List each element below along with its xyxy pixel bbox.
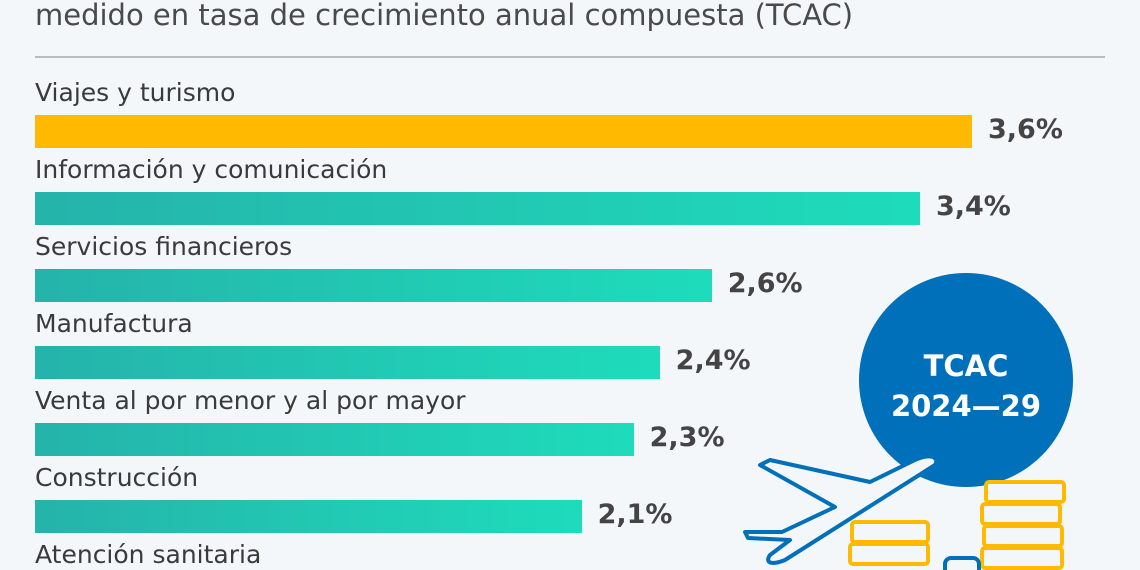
value-label: 2,1%	[597, 499, 673, 530]
bar	[35, 500, 582, 533]
smartphone-icon	[943, 556, 981, 570]
value-label: 3,4%	[935, 191, 1011, 222]
bar	[35, 346, 660, 379]
value-label: 2,6%	[727, 268, 803, 299]
bar	[35, 423, 634, 456]
category-label: Información y comunicación	[35, 155, 388, 184]
airplane-icon	[743, 454, 939, 565]
badge-line1: TCAC	[924, 349, 1009, 383]
category-label: Manufactura	[35, 309, 193, 338]
value-label: 2,4%	[675, 345, 751, 376]
category-label: Construcción	[35, 463, 199, 492]
illustration: TCAC 2024—29	[743, 273, 1073, 570]
category-label: Servicios financieros	[35, 232, 293, 261]
category-label: Atención sanitaria	[35, 540, 262, 569]
bar	[35, 269, 712, 302]
value-label: 2,3%	[649, 422, 725, 453]
badge-line2: 2024—29	[891, 389, 1041, 423]
category-label: Venta al por menor y al por mayor	[35, 386, 466, 415]
badge-circle: TCAC 2024—29	[859, 273, 1073, 487]
coin-stack-icon	[848, 480, 1066, 570]
bar	[35, 192, 920, 225]
value-label: 3,6%	[988, 114, 1063, 145]
divider	[35, 56, 1105, 58]
category-label: Viajes y turismo	[35, 78, 236, 107]
bar	[35, 115, 972, 148]
chart-subtitle: medido en tasa de crecimiento anual comp…	[35, 0, 854, 32]
